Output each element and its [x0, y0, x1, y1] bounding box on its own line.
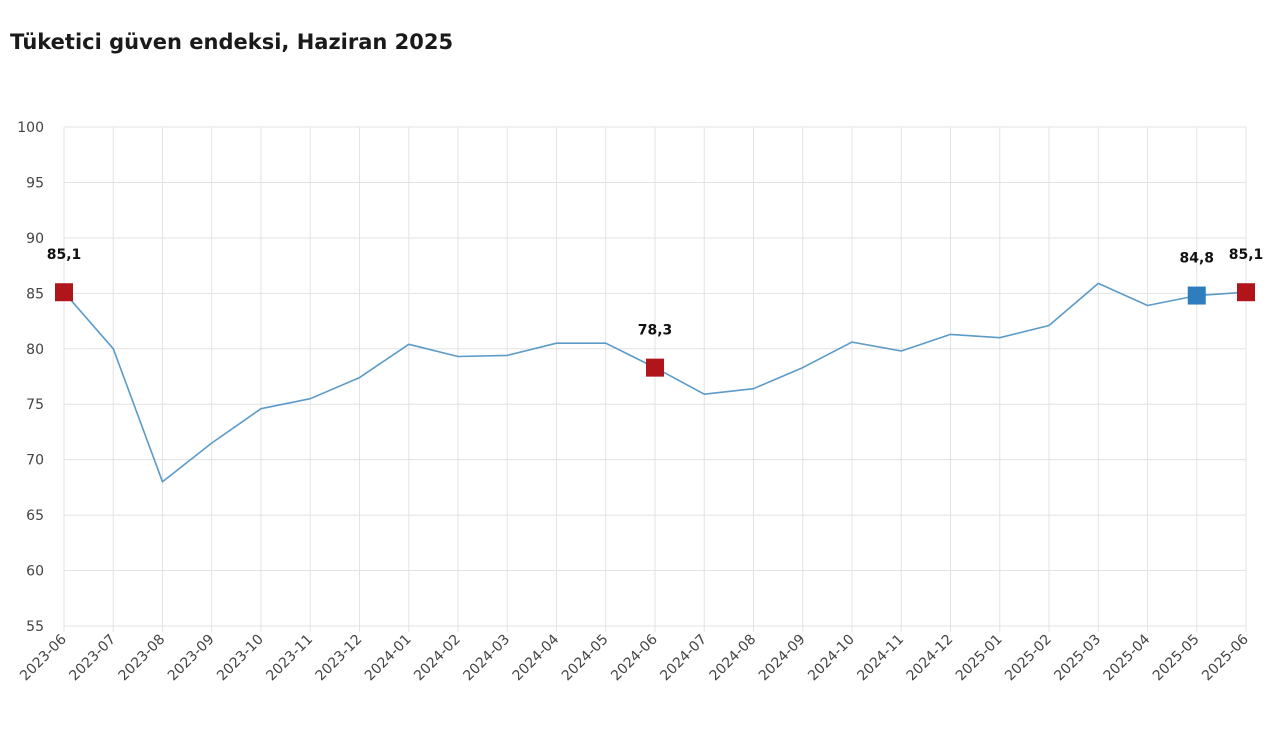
x-tick-label: 2023-10: [214, 632, 267, 685]
x-tick-label: 2024-08: [707, 632, 760, 685]
x-tick-label: 2025-05: [1150, 632, 1203, 685]
x-tick-label: 2025-01: [953, 632, 1006, 685]
x-tick-label: 2025-03: [1051, 632, 1104, 685]
y-tick-label: 60: [26, 564, 44, 580]
y-tick-label: 95: [26, 175, 44, 191]
x-tick-label: 2024-04: [510, 631, 563, 684]
x-tick-label: 2025-06: [1199, 631, 1252, 684]
x-tick-label: 2025-02: [1002, 632, 1055, 685]
y-tick-label: 70: [26, 453, 44, 469]
highlight-marker: [1187, 286, 1206, 305]
x-tick-label: 2023-07: [66, 632, 119, 685]
data-label: 85,1: [47, 247, 82, 263]
x-tick-label: 2024-03: [460, 632, 513, 685]
x-tick-label: 2024-09: [756, 632, 809, 685]
x-tick-label: 2024-12: [904, 632, 957, 685]
x-tick-label: 2024-01: [362, 632, 415, 685]
data-label: 78,3: [638, 323, 673, 339]
x-tick-label: 2023-11: [263, 632, 316, 685]
x-tick-label: 2023-08: [116, 632, 169, 685]
y-tick-label: 100: [17, 120, 44, 136]
y-tick-label: 75: [26, 397, 44, 413]
x-tick-label: 2023-12: [313, 632, 366, 685]
x-tick-label: 2024-10: [805, 632, 858, 685]
x-tick-label: 2024-05: [559, 632, 612, 685]
x-tick-label: 2024-02: [411, 632, 464, 685]
y-tick-label: 90: [26, 231, 44, 247]
highlight-marker: [646, 358, 664, 377]
x-tick-label: 2024-11: [854, 632, 907, 685]
chart-title: Tüketici güven endeksi, Haziran 2025: [10, 30, 454, 54]
y-tick-label: 80: [26, 342, 44, 358]
x-tick-label: 2023-06: [17, 631, 70, 684]
y-tick-label: 85: [26, 286, 44, 302]
data-label: 84,8: [1179, 251, 1214, 267]
x-tick-label: 2024-07: [657, 632, 710, 685]
grid-layer: [63, 126, 1247, 632]
y-tick-label: 65: [26, 508, 44, 524]
x-tick-label: 2024-06: [608, 631, 661, 684]
axis-layer: 5560657075808590951002023-062023-072023-…: [17, 120, 1252, 684]
data-label: 85,1: [1229, 247, 1264, 263]
marker-layer: 85,1 78,3 84,8 85,1: [47, 247, 1264, 377]
highlight-marker: [1237, 283, 1255, 302]
y-tick-label: 55: [26, 619, 44, 635]
x-tick-label: 2025-04: [1101, 631, 1154, 684]
highlight-marker: [55, 283, 73, 302]
x-tick-label: 2023-09: [165, 632, 218, 685]
